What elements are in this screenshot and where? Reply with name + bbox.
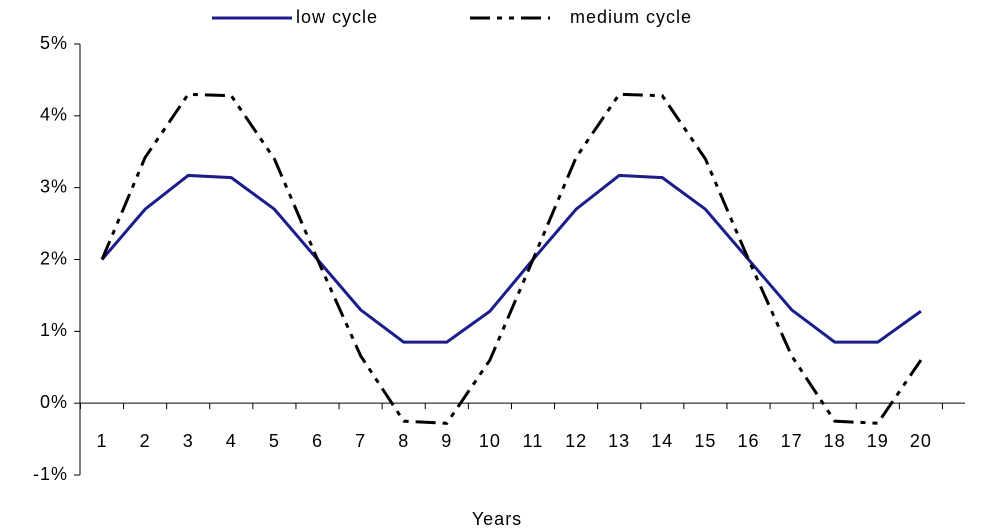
x-tick-label: 13 bbox=[608, 431, 630, 451]
x-tick-label: 18 bbox=[824, 431, 846, 451]
x-tick-label: 5 bbox=[269, 431, 280, 451]
x-tick-label: 1 bbox=[96, 431, 107, 451]
x-tick-label: 3 bbox=[183, 431, 194, 451]
x-tick-label: 14 bbox=[651, 431, 673, 451]
x-tick-label: 19 bbox=[867, 431, 889, 451]
x-tick-label: 10 bbox=[479, 431, 501, 451]
x-tick-label: 7 bbox=[355, 431, 366, 451]
x-tick-label: 9 bbox=[441, 431, 452, 451]
y-tick-label: 2% bbox=[40, 248, 68, 268]
x-tick-label: 6 bbox=[312, 431, 323, 451]
x-tick-label: 4 bbox=[226, 431, 237, 451]
x-tick-label: 11 bbox=[523, 431, 544, 451]
series-line bbox=[100, 173, 922, 344]
y-tick-label: 0% bbox=[40, 392, 68, 412]
x-tick-label: 17 bbox=[781, 431, 803, 451]
y-tick-label: 3% bbox=[40, 176, 68, 196]
y-tick-label: 4% bbox=[40, 105, 68, 125]
legend-label: low cycle bbox=[296, 7, 378, 27]
y-tick-label: 1% bbox=[40, 320, 68, 340]
x-tick-label: 15 bbox=[694, 431, 716, 451]
y-tick-label: -1% bbox=[33, 464, 68, 484]
series-line bbox=[100, 92, 923, 425]
y-tick-label: 5% bbox=[40, 33, 68, 53]
x-tick-label: 20 bbox=[910, 431, 932, 451]
x-tick-label: 12 bbox=[565, 431, 587, 451]
legend-label: medium cycle bbox=[570, 7, 692, 27]
x-tick-label: 2 bbox=[140, 431, 151, 451]
x-tick-label: 16 bbox=[737, 431, 759, 451]
x-tick-label: 8 bbox=[398, 431, 409, 451]
x-axis-label: Years bbox=[472, 509, 522, 529]
